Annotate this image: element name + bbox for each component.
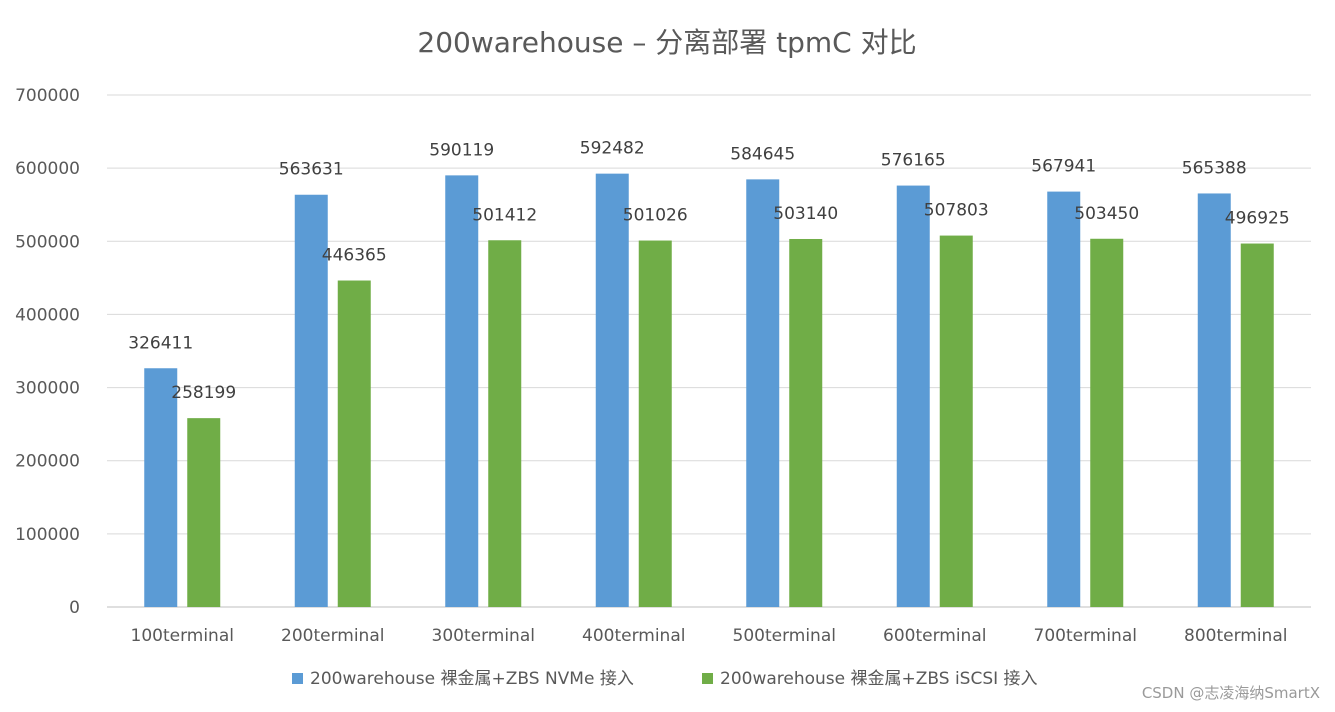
bar [445, 175, 479, 607]
bar [488, 240, 522, 607]
data-label: 503140 [773, 204, 838, 224]
data-label: 590119 [429, 140, 494, 160]
bar [1090, 238, 1124, 608]
x-tick-label: 400terminal [582, 626, 685, 646]
bar [595, 173, 629, 608]
data-label: 567941 [1031, 157, 1096, 177]
y-tick-label: 100000 [15, 525, 80, 545]
x-tick-label: 700terminal [1034, 626, 1137, 646]
data-label: 501026 [623, 206, 688, 226]
data-label: 592482 [580, 139, 645, 159]
x-tick-label: 200terminal [281, 626, 384, 646]
legend: 200warehouse 裸金属+ZBS NVMe 接入 200warehouse… [292, 669, 1038, 689]
bar [187, 418, 221, 607]
bar [337, 280, 371, 607]
y-tick-label: 200000 [15, 452, 80, 472]
y-tick-label: 400000 [15, 305, 80, 325]
x-tick-label: 100terminal [131, 626, 234, 646]
data-labels: 326411 258199 563631 446365 590119 501412 5924… [128, 139, 1289, 404]
data-label: 503450 [1074, 204, 1139, 224]
bar [1240, 243, 1274, 607]
data-label: 501412 [472, 205, 537, 225]
bar [939, 235, 973, 608]
x-tick-label: 800terminal [1184, 626, 1287, 646]
data-label: 326411 [128, 333, 193, 353]
y-tick-label: 0 [69, 598, 80, 618]
legend-label: 200warehouse 裸金属+ZBS iSCSI 接入 [720, 669, 1038, 689]
data-label: 563631 [279, 160, 344, 180]
bar [789, 238, 823, 608]
legend-swatch [702, 673, 713, 684]
y-tick-label: 600000 [15, 159, 80, 179]
bar [638, 240, 672, 607]
bar [144, 368, 178, 607]
bar [1197, 193, 1231, 608]
watermark: CSDN @志凌海纳SmartX [1142, 684, 1320, 702]
legend-label: 200warehouse 裸金属+ZBS NVMe 接入 [310, 669, 634, 689]
x-tick-label: 300terminal [432, 626, 535, 646]
data-label: 258199 [171, 383, 236, 403]
x-tick-label: 500terminal [733, 626, 836, 646]
bars [144, 173, 1274, 608]
bar [1047, 191, 1081, 607]
bar [896, 185, 930, 607]
chart-title: 200warehouse – 分离部署 tpmC 对比 [417, 26, 916, 59]
y-tick-label: 700000 [15, 86, 80, 106]
data-label: 576165 [881, 151, 946, 171]
y-axis: 0 100000 200000 300000 400000 500000 600000 700… [15, 86, 80, 618]
data-label: 496925 [1225, 209, 1290, 229]
data-label: 565388 [1182, 158, 1247, 178]
y-tick-label: 500000 [15, 232, 80, 252]
data-label: 446365 [322, 246, 387, 266]
bar [746, 179, 780, 607]
x-tick-label: 600terminal [883, 626, 986, 646]
x-axis: 100terminal 200terminal 300terminal 400term… [131, 626, 1288, 646]
y-tick-label: 300000 [15, 379, 80, 399]
data-label: 584645 [730, 144, 795, 164]
data-label: 507803 [924, 201, 989, 221]
legend-swatch [292, 673, 303, 684]
bar [294, 194, 328, 607]
